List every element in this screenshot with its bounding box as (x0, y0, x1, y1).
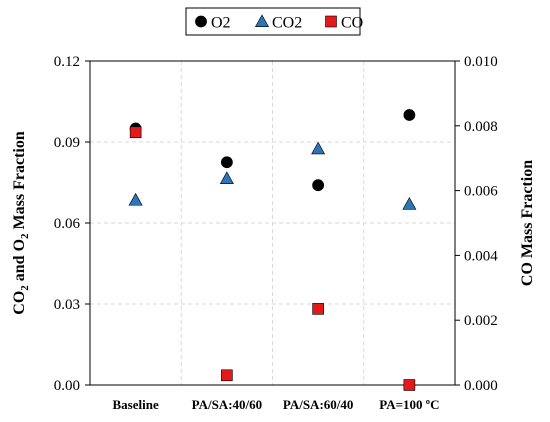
right-axis-ticks: 0.000 0.002 0.004 0.006 0.008 0.010 (455, 54, 498, 394)
right-tick-label: 0.006 (464, 184, 498, 200)
data-marks (128, 109, 417, 391)
category-label: PA/SA:40/60 (192, 397, 263, 412)
co-point (312, 303, 324, 315)
category-label: PA=100 ºC (379, 397, 439, 412)
left-tick-label: 0.09 (54, 135, 80, 151)
right-axis-title: CO Mass Fraction (519, 160, 536, 286)
left-axis-ticks: 0.00 0.03 0.06 0.09 0.12 (54, 54, 90, 394)
o2-legend-marker (195, 15, 207, 28)
right-tick-label: 0.000 (464, 378, 498, 394)
left-tick-label: 0.03 (54, 297, 80, 313)
category-labels: Baseline PA/SA:40/60 PA/SA:60/40 PA=100 ºC (113, 397, 440, 412)
legend: O2 CO2 CO (185, 7, 363, 36)
co2-legend-marker (254, 14, 270, 28)
co-point (221, 369, 233, 382)
right-tick-label: 0.008 (464, 119, 498, 135)
co2-point (219, 171, 234, 184)
right-tick-label: 0.004 (464, 248, 498, 264)
co2-point (311, 141, 326, 155)
o2-point (220, 156, 233, 169)
co-point (403, 379, 416, 391)
category-label: PA/SA:60/40 (283, 397, 354, 412)
co2-point (128, 192, 143, 206)
right-tick-label: 0.010 (464, 54, 498, 70)
co-legend-marker (325, 15, 337, 28)
category-label: Baseline (113, 397, 159, 412)
gridlines (90, 61, 455, 385)
co-point (129, 126, 142, 139)
left-axis-title: CO2 and O2 Mass Fraction (11, 131, 31, 315)
left-tick-label: 0.12 (54, 54, 80, 70)
right-tick-label: 0.002 (464, 313, 498, 329)
legend-label: O2 (211, 15, 231, 32)
legend-label: CO2 (272, 15, 302, 32)
left-tick-label: 0.00 (54, 378, 80, 394)
left-tick-label: 0.06 (54, 216, 81, 232)
o2-point (403, 109, 416, 121)
legend-label: CO (341, 15, 363, 32)
co2-point (402, 196, 417, 210)
o2-point (312, 179, 325, 192)
